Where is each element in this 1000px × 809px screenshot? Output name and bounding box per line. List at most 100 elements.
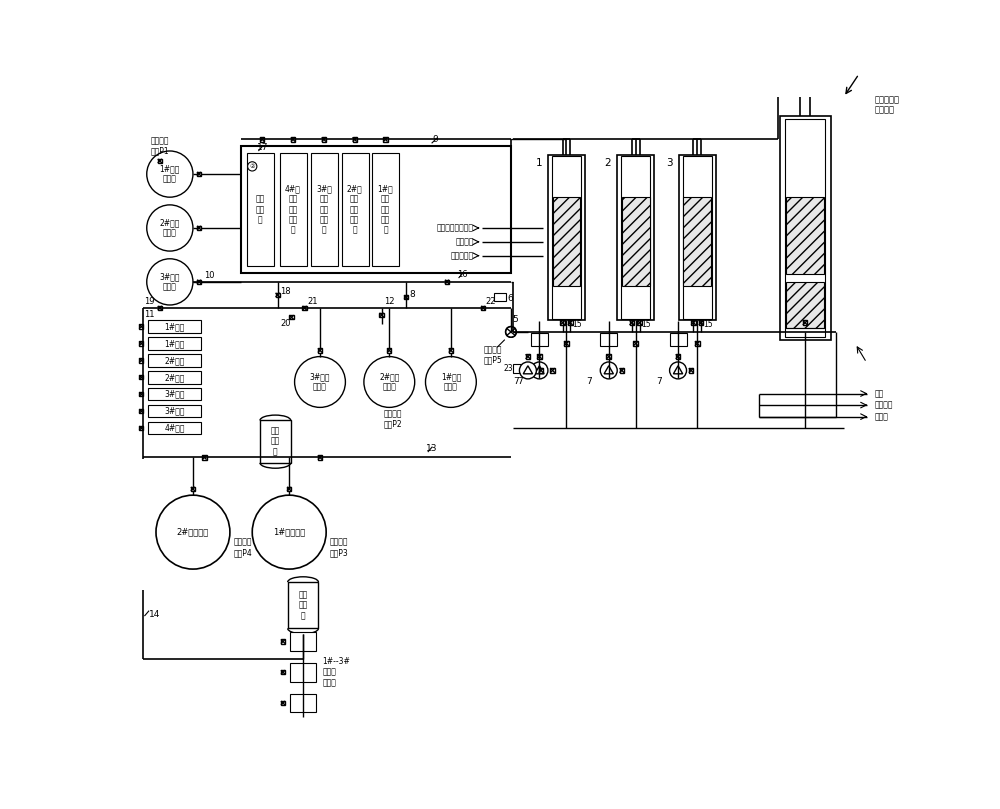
Circle shape (147, 151, 193, 197)
Text: 7: 7 (513, 378, 519, 387)
Bar (148, 405, 201, 417)
Bar (148, 354, 201, 366)
Circle shape (531, 362, 548, 379)
Bar (280, 153, 307, 266)
Bar (383, 138, 388, 142)
Text: 18: 18 (280, 287, 291, 296)
Text: 12: 12 (384, 297, 395, 306)
Bar (679, 155, 716, 320)
Polygon shape (535, 366, 544, 374)
Bar (311, 153, 338, 266)
Bar (548, 155, 585, 320)
Bar (786, 197, 824, 274)
Bar (290, 632, 316, 650)
Circle shape (600, 362, 617, 379)
Bar (445, 280, 449, 284)
Bar (633, 341, 638, 345)
Text: 19: 19 (144, 297, 155, 306)
Text: 焦油
分离
器: 焦油 分离 器 (255, 195, 265, 224)
Text: 3#循环
氨水槽: 3#循环 氨水槽 (310, 372, 330, 392)
Bar (322, 138, 326, 142)
Text: 2: 2 (605, 158, 611, 167)
Circle shape (295, 357, 345, 408)
Text: 10: 10 (205, 271, 215, 280)
Text: 1#剩余
氨水槽: 1#剩余 氨水槽 (160, 164, 180, 184)
Text: 鼓冷
地下
槽: 鼓冷 地下 槽 (298, 591, 308, 621)
Text: 15: 15 (642, 320, 651, 328)
Bar (290, 694, 316, 712)
Bar (289, 316, 294, 320)
Bar (630, 320, 634, 325)
Bar (191, 487, 195, 491)
Bar (318, 455, 322, 460)
Bar (276, 293, 280, 297)
Bar (197, 226, 201, 230)
Text: 7: 7 (656, 378, 662, 387)
Bar (342, 153, 369, 266)
Bar (691, 320, 696, 325)
Bar (553, 197, 580, 286)
Text: 4#气浮: 4#气浮 (164, 424, 185, 433)
Circle shape (252, 495, 326, 569)
Bar (260, 138, 264, 142)
Bar (139, 392, 143, 396)
Text: ②: ② (249, 164, 255, 169)
Bar (617, 155, 654, 320)
Bar (676, 354, 680, 359)
Bar (387, 349, 391, 353)
Bar (281, 701, 285, 705)
Bar (689, 368, 693, 373)
Text: 7: 7 (587, 378, 592, 387)
Bar (291, 138, 295, 142)
Text: 3#机
械化
氨水
溶清
槽: 3#机 械化 氨水 溶清 槽 (316, 184, 332, 235)
Circle shape (364, 357, 415, 408)
Text: 2#剩余
氨水槽: 2#剩余 氨水槽 (160, 218, 180, 238)
Text: 17: 17 (256, 142, 268, 151)
Bar (786, 282, 824, 328)
Bar (288, 582, 318, 629)
Text: 15: 15 (703, 320, 713, 328)
Text: 22: 22 (486, 297, 496, 306)
Bar (281, 670, 285, 675)
Bar (241, 146, 511, 273)
Text: 2#循环
氨水槽: 2#循环 氨水槽 (379, 372, 399, 392)
Text: 洗净后气体
达标排放: 洗净后气体 达标排放 (874, 95, 899, 115)
Bar (564, 341, 569, 345)
Bar (785, 119, 825, 337)
Bar (318, 349, 322, 353)
Text: 16: 16 (457, 269, 468, 278)
Bar (197, 172, 201, 176)
Bar (302, 306, 307, 310)
Bar (139, 375, 143, 379)
Text: 剩余氨水槽: 剩余氨水槽 (451, 252, 474, 260)
Text: 5: 5 (513, 316, 518, 324)
Text: 3#超离: 3#超离 (164, 407, 185, 416)
Bar (247, 153, 274, 266)
Text: 11: 11 (144, 311, 155, 320)
Bar (531, 333, 548, 345)
Bar (560, 320, 565, 325)
Text: 2#机
械化
氨水
溶清
槽: 2#机 械化 氨水 溶清 槽 (347, 184, 363, 235)
Text: 1#焦油贮槽: 1#焦油贮槽 (273, 527, 305, 536)
Bar (622, 197, 650, 286)
Bar (379, 313, 384, 317)
Bar (670, 333, 687, 345)
Bar (699, 320, 703, 325)
Bar (197, 280, 201, 284)
Text: 焦油
中间
槽: 焦油 中间 槽 (271, 426, 280, 456)
Bar (290, 663, 316, 681)
Bar (148, 422, 201, 434)
Circle shape (147, 205, 193, 251)
Text: 1#气浮: 1#气浮 (164, 322, 185, 331)
Bar (449, 349, 453, 353)
Text: 13: 13 (426, 443, 437, 453)
Bar (552, 156, 581, 319)
Circle shape (519, 362, 536, 379)
Bar (148, 371, 201, 383)
Bar (568, 320, 573, 325)
Text: 1#--3#
鼓风机
水封槽: 1#--3# 鼓风机 水封槽 (322, 658, 350, 687)
Bar (494, 293, 506, 301)
Circle shape (506, 327, 516, 337)
Bar (600, 333, 617, 345)
Bar (550, 368, 555, 373)
